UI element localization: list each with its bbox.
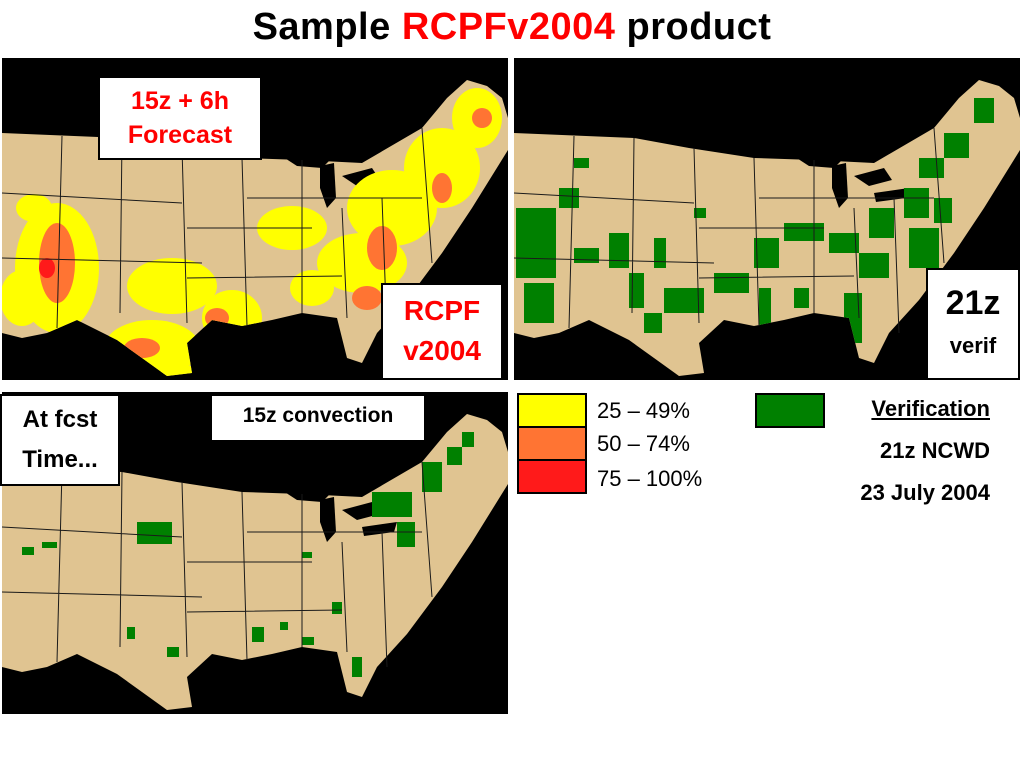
verif-time: 21z: [945, 284, 1001, 322]
legend-swatch-75-100: [517, 459, 587, 494]
verification-time-label: 21z verif: [926, 268, 1020, 380]
legend-label-75-100: 75 – 100%: [597, 466, 703, 491]
legend-label-25-49: 25 – 49%: [597, 398, 690, 423]
forecast-time-line1: 15z + 6h: [131, 87, 229, 115]
convection-label: 15z convection: [242, 404, 394, 427]
at-fcst-line1: At fcst: [22, 406, 98, 433]
verification-title: Verification: [871, 396, 990, 421]
product-line2: v2004: [403, 335, 481, 366]
title-accent: RCPFv2004: [401, 6, 616, 48]
legend-swatch-50-74: [517, 426, 587, 461]
page-title: Sample RCPFv2004 product: [0, 6, 1024, 49]
product-label: RCPF v2004: [381, 283, 503, 380]
convection-time-label: 15z convection: [212, 396, 424, 440]
legend-swatch-25-49: [517, 393, 587, 428]
forecast-time-label: 15z + 6h Forecast: [98, 76, 262, 160]
verification-source: 21z NCWD: [879, 438, 990, 463]
at-fcst-line2: Time...: [22, 446, 98, 473]
product-line1: RCPF: [403, 295, 481, 326]
forecast-time-line2: Forecast: [127, 121, 233, 149]
verification-map-panel: [514, 58, 1020, 380]
verification-map: [514, 80, 1020, 376]
verif-word: verif: [949, 333, 997, 358]
initial-convection-map: [2, 414, 508, 710]
title-suffix: product: [615, 6, 772, 48]
title-prefix: Sample: [252, 6, 402, 48]
legend-label-50-74: 50 – 74%: [597, 431, 690, 456]
at-forecast-time-label: At fcst Time...: [0, 394, 120, 486]
legend-swatch-verification: [755, 393, 825, 428]
verification-date: 23 July 2004: [860, 480, 990, 505]
